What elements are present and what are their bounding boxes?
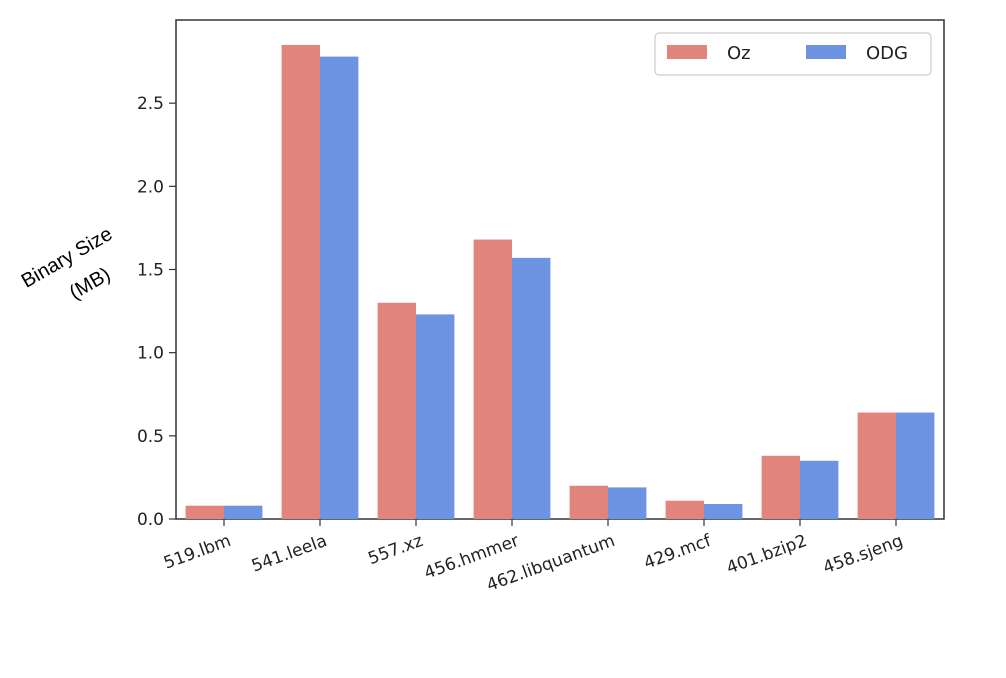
legend-swatch-oz [667, 45, 707, 59]
bars-group [185, 44, 935, 520]
x-tick-label: 557.xz [365, 531, 425, 569]
legend-swatch-odg [806, 45, 846, 59]
bar-oz-2 [377, 302, 416, 519]
x-axis: 519.lbm 541.leela 557.xz456.hmmer462.libqu… [161, 519, 906, 596]
y-tick-label: 2.0 [137, 177, 164, 197]
y-axis: 0.0 0.5 1.0 1.5 2.0 2.5 [137, 94, 176, 530]
y-axis-label-line-2: (MB) [66, 263, 115, 304]
bar-odg-4 [608, 487, 647, 519]
legend-label-oz: Oz [727, 43, 751, 64]
y-tick-label: 1.5 [137, 261, 164, 281]
bar-oz-6 [761, 455, 800, 519]
bar-oz-0 [185, 505, 224, 519]
legend-label-odg: ODG [866, 43, 908, 64]
bar-oz-1 [281, 44, 320, 519]
bar-oz-7 [857, 412, 896, 519]
x-tick-label: 458.sjeng [820, 531, 905, 578]
bar-oz-4 [569, 485, 608, 519]
bar-odg-6 [800, 460, 839, 519]
bar-odg-3 [512, 257, 551, 519]
y-tick-label: 0.5 [137, 427, 164, 447]
bar-odg-5 [704, 504, 743, 519]
y-tick-label: 1.0 [137, 344, 164, 364]
x-tick-label: 519.lbm [161, 531, 234, 574]
y-tick-label: 2.5 [137, 94, 164, 114]
legend-box [654, 32, 932, 76]
x-tick-label: 401.bzip2 [724, 531, 810, 578]
x-tick-label: 429.mcf [641, 531, 714, 574]
bar-odg-0 [224, 505, 263, 519]
legend: Oz ODG [654, 32, 932, 76]
bar-oz-3 [473, 239, 512, 519]
y-tick-label: 0.0 [137, 510, 164, 530]
bar-odg-1 [320, 56, 359, 520]
bar-odg-2 [416, 314, 455, 519]
bar-oz-5 [665, 500, 704, 519]
bar-odg-7 [896, 412, 935, 519]
x-tick-label: 541.leela [249, 531, 330, 577]
